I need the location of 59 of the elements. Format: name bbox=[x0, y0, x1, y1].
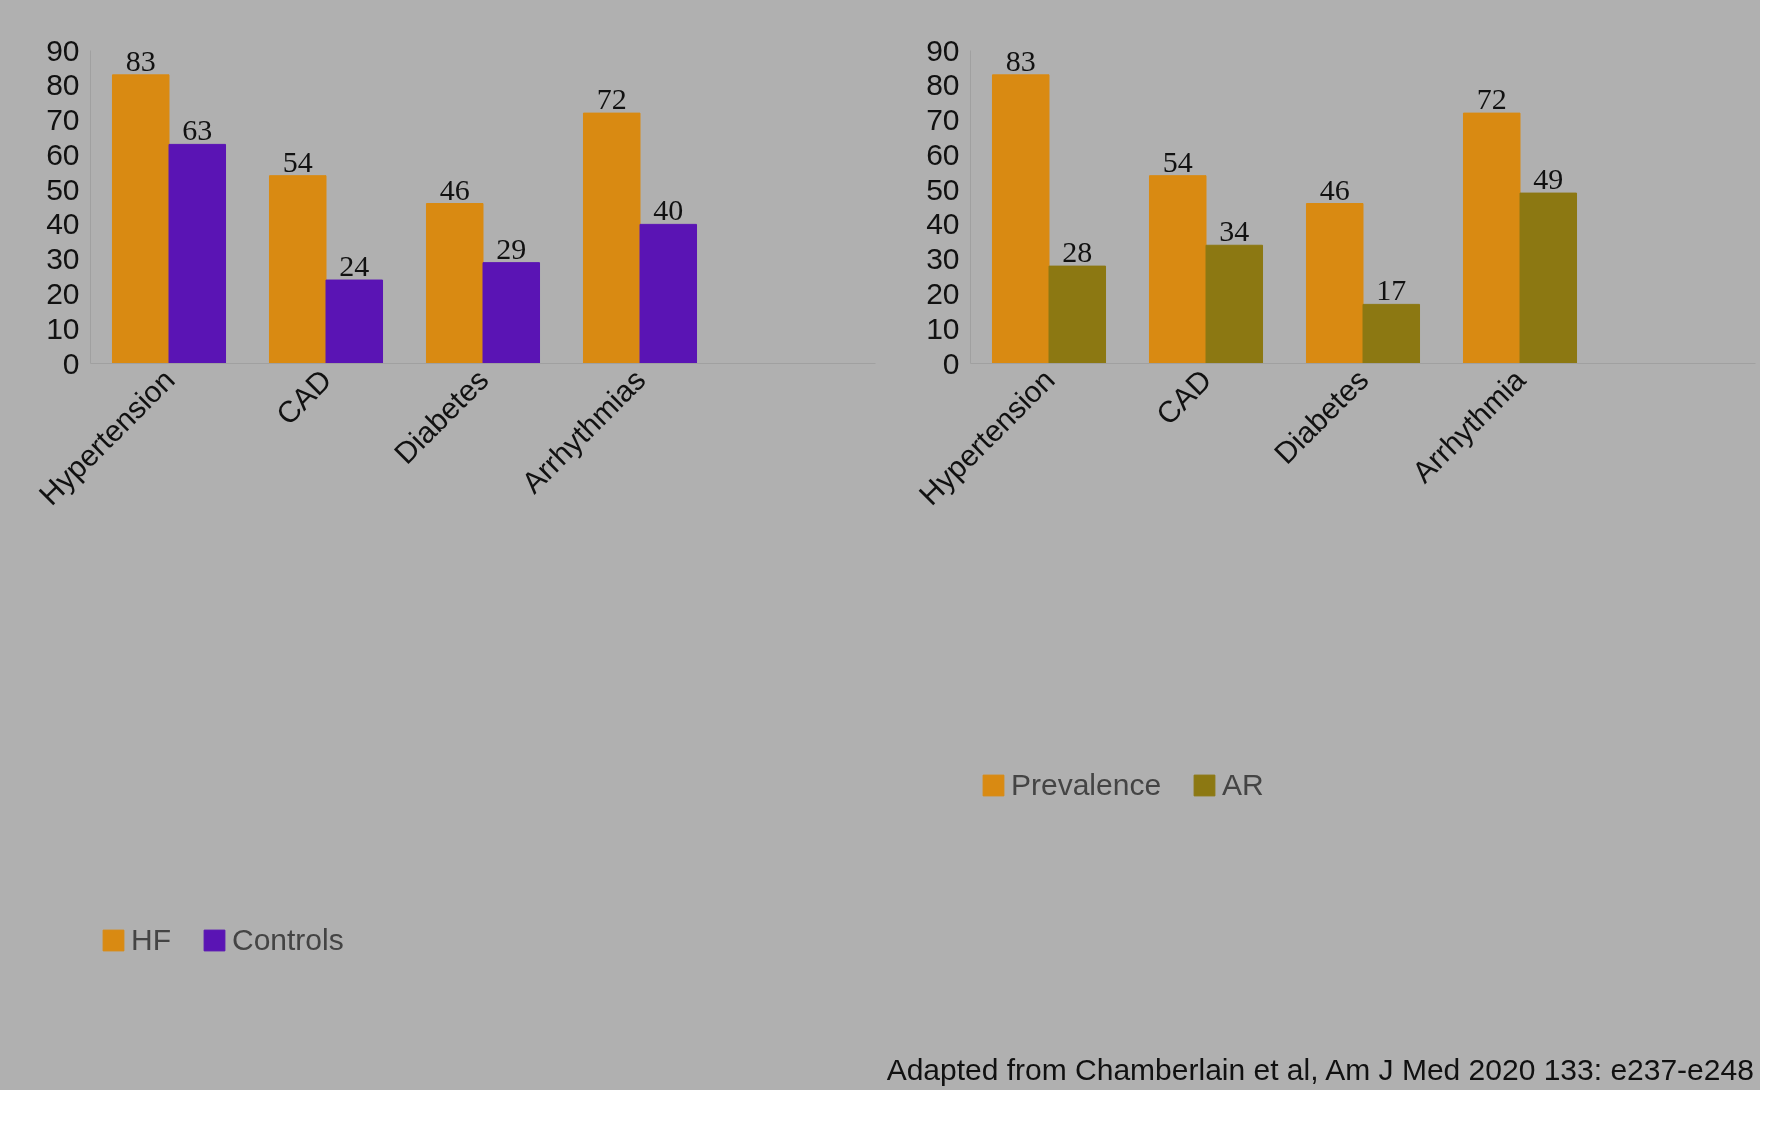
y-tick-label: 30 bbox=[46, 242, 80, 276]
data-label: 17 bbox=[1376, 273, 1407, 307]
y-tick-label: 0 bbox=[62, 346, 80, 380]
legend-label: Controls bbox=[232, 923, 344, 958]
bar bbox=[1362, 303, 1421, 364]
bar bbox=[1148, 175, 1207, 364]
data-label: 72 bbox=[596, 82, 627, 116]
x-tick-label: CAD bbox=[269, 362, 338, 431]
bar bbox=[325, 279, 384, 364]
bar bbox=[1305, 203, 1364, 364]
data-label: 40 bbox=[653, 193, 684, 227]
y-tick-label: 60 bbox=[926, 137, 960, 171]
y-tick-label: 10 bbox=[46, 311, 80, 345]
bar bbox=[1519, 192, 1578, 364]
y-tick-label: 40 bbox=[926, 207, 960, 241]
y-tick-label: 70 bbox=[46, 103, 80, 137]
data-label: 83 bbox=[1005, 43, 1036, 77]
data-label: 83 bbox=[125, 43, 156, 77]
bar bbox=[1462, 112, 1521, 364]
y-tick-label: 20 bbox=[926, 276, 960, 310]
y-tick-label: 30 bbox=[926, 242, 960, 276]
y-tick-label: 90 bbox=[926, 33, 960, 67]
legend-label: AR bbox=[1222, 768, 1264, 802]
bar bbox=[1048, 265, 1107, 364]
data-label: 72 bbox=[1476, 82, 1507, 116]
bar bbox=[1205, 244, 1264, 364]
y-tick-label: 50 bbox=[926, 172, 960, 206]
x-tick-label: CAD bbox=[1149, 362, 1218, 431]
bar bbox=[482, 262, 541, 364]
bar bbox=[111, 74, 170, 364]
bar bbox=[582, 112, 641, 364]
legend-label: HF bbox=[131, 923, 171, 958]
y-tick-label: 10 bbox=[926, 311, 960, 345]
data-label: 54 bbox=[1162, 144, 1193, 178]
data-label: 54 bbox=[282, 144, 313, 178]
y-tick-label: 50 bbox=[46, 172, 80, 206]
y-tick-label: 80 bbox=[46, 68, 80, 102]
y-tick-label: 0 bbox=[942, 346, 960, 380]
y-tick-label: 90 bbox=[46, 33, 80, 67]
y-tick-label: 70 bbox=[926, 103, 960, 137]
data-label: 46 bbox=[1319, 172, 1350, 206]
y-tick-label: 40 bbox=[46, 207, 80, 241]
data-label: 49 bbox=[1533, 162, 1564, 196]
bar bbox=[991, 74, 1050, 364]
legend-label: Prevalence bbox=[1011, 768, 1162, 802]
bar bbox=[268, 175, 327, 364]
data-label: 34 bbox=[1219, 214, 1250, 248]
data-label: 46 bbox=[439, 172, 470, 206]
data-label: 28 bbox=[1062, 235, 1093, 269]
bar bbox=[168, 143, 227, 364]
data-label: 29 bbox=[496, 231, 527, 265]
data-label: 24 bbox=[339, 249, 370, 283]
y-tick-label: 80 bbox=[926, 68, 960, 102]
text: Adapted from Chamberlain et al, Am J Med 2020 133: e237-e248 bbox=[886, 1052, 1754, 1086]
y-tick-label: 60 bbox=[46, 137, 80, 171]
data-label: 63 bbox=[182, 113, 213, 147]
bar bbox=[425, 203, 484, 364]
bar bbox=[639, 223, 698, 364]
y-tick-label: 20 bbox=[46, 276, 80, 310]
